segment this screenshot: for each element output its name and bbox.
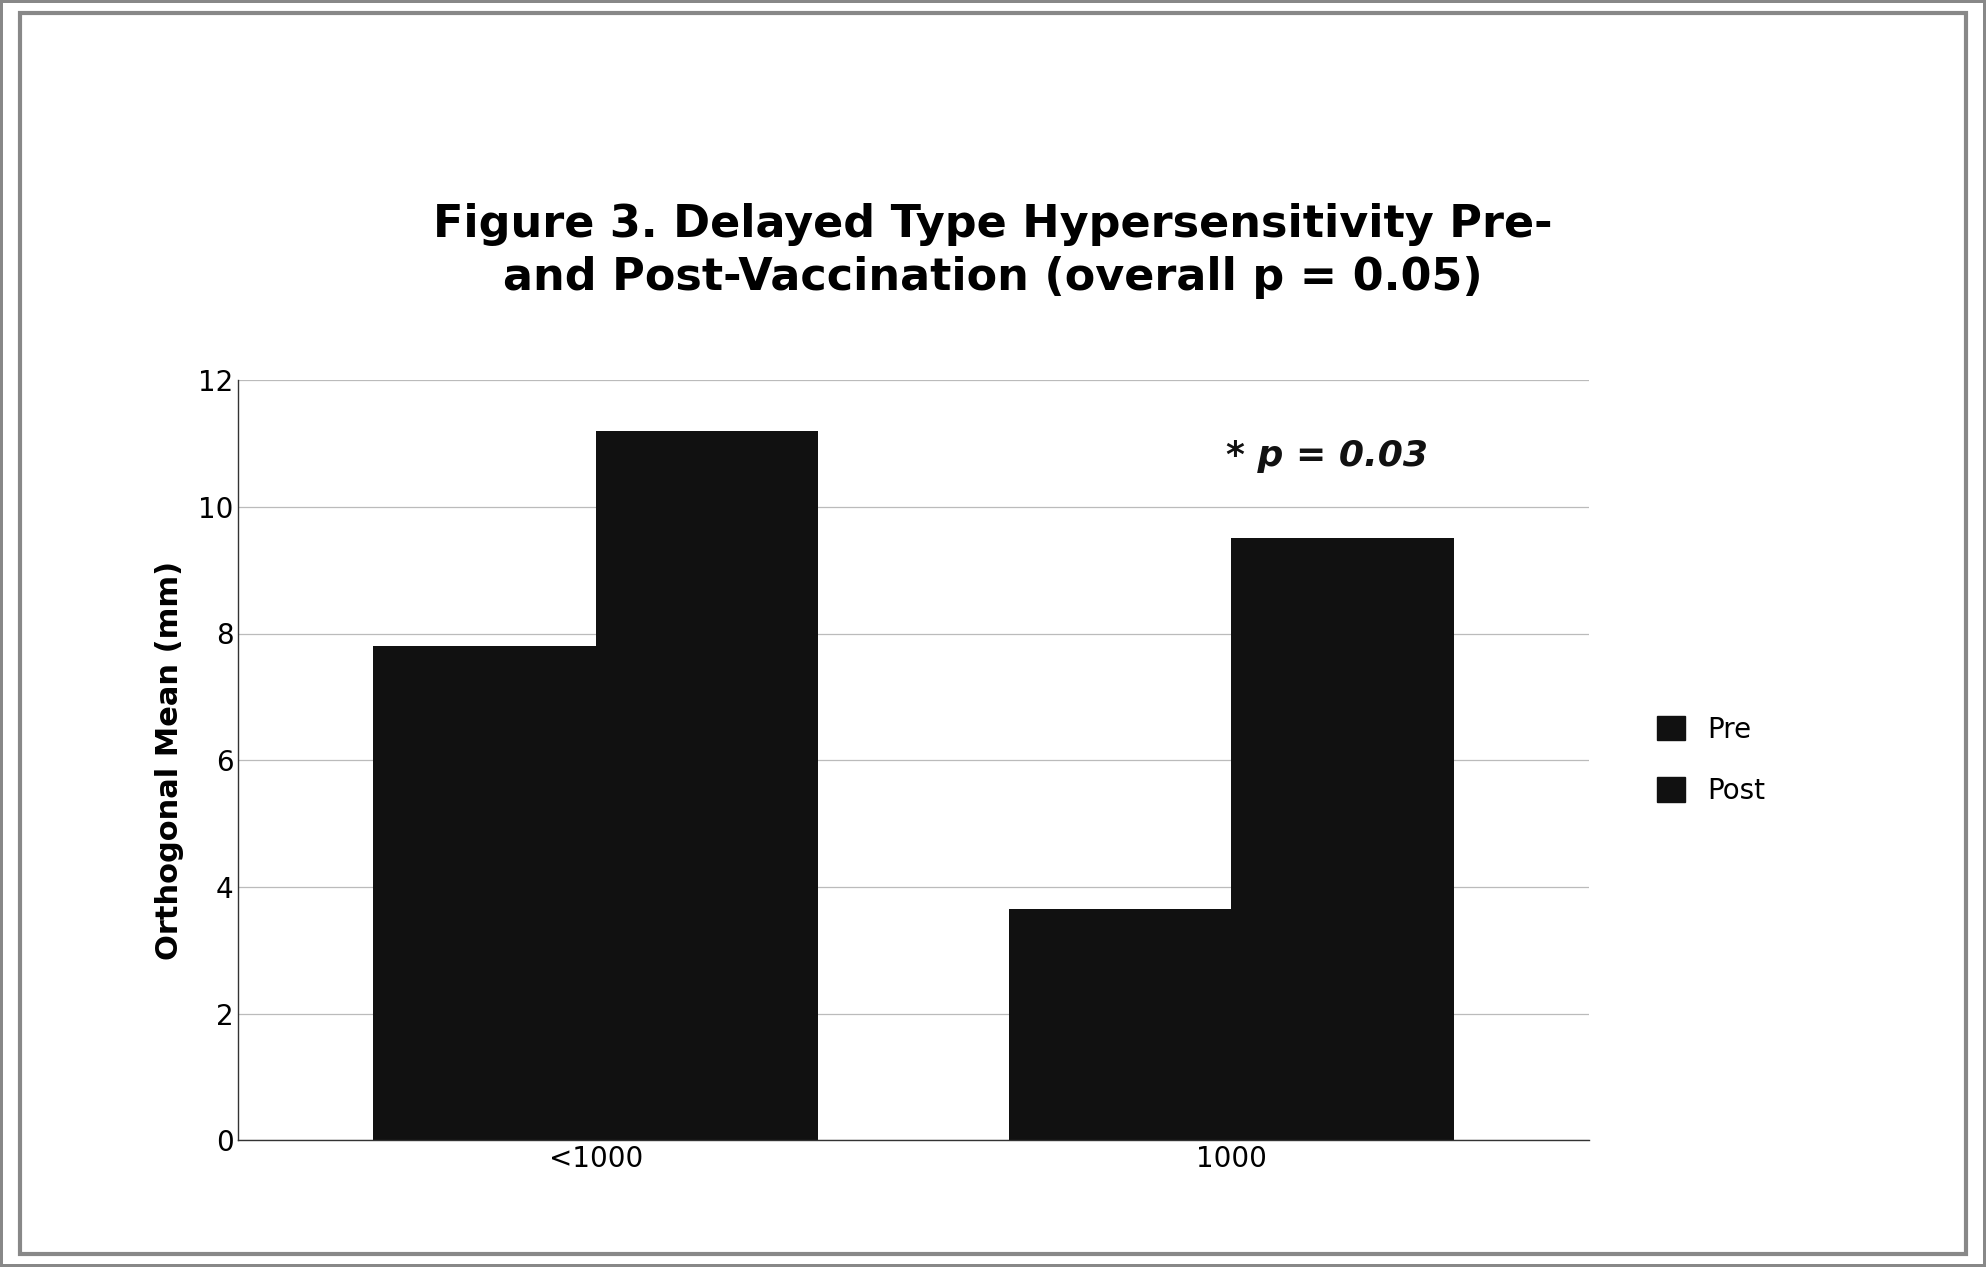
Y-axis label: Orthogonal Mean (mm): Orthogonal Mean (mm) bbox=[155, 560, 185, 960]
Bar bbox=[1231, 538, 1454, 1140]
Bar bbox=[596, 431, 818, 1140]
Text: * p = 0.03: * p = 0.03 bbox=[1225, 440, 1428, 473]
Bar bbox=[373, 646, 596, 1140]
Text: Figure 3. Delayed Type Hypersensitivity Pre-
and Post-Vaccination (overall p = 0: Figure 3. Delayed Type Hypersensitivity … bbox=[433, 203, 1553, 299]
Legend: Pre, Post: Pre, Post bbox=[1642, 702, 1779, 818]
Bar bbox=[1009, 910, 1231, 1140]
